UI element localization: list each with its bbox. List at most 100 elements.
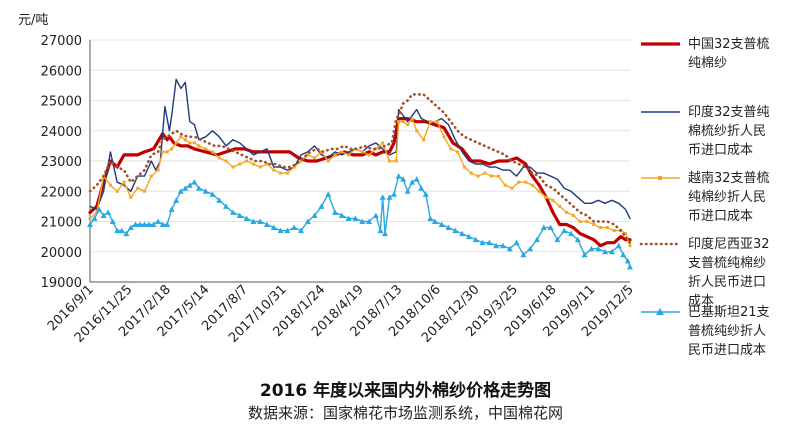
data-point xyxy=(216,197,223,203)
data-point xyxy=(379,194,386,200)
data-point xyxy=(422,138,426,142)
data-point xyxy=(188,141,192,145)
data-point xyxy=(413,176,420,182)
y-tick-label: 23000 xyxy=(41,155,82,170)
data-point xyxy=(612,229,616,233)
data-point xyxy=(381,141,385,145)
data-point xyxy=(149,174,153,178)
data-point xyxy=(386,194,393,200)
data-point xyxy=(418,185,425,191)
data-point xyxy=(620,251,627,258)
data-point xyxy=(568,230,575,237)
data-point xyxy=(401,120,405,124)
y-tick-label: 27000 xyxy=(41,34,82,49)
data-point xyxy=(122,180,126,184)
data-point xyxy=(285,171,289,175)
data-point xyxy=(192,141,196,145)
data-point xyxy=(127,224,134,231)
data-point xyxy=(499,242,506,249)
data-point xyxy=(250,218,257,224)
data-point xyxy=(540,224,547,231)
data-point xyxy=(174,141,178,145)
data-point xyxy=(243,215,250,221)
data-point xyxy=(136,221,143,228)
data-point xyxy=(291,224,298,231)
data-point xyxy=(605,226,609,230)
data-point xyxy=(277,227,284,234)
y-tick-label: 26000 xyxy=(41,64,82,79)
data-point xyxy=(366,218,373,224)
x-tick-labels: 2016/9/12016/11/252017/2/182017/5/142017… xyxy=(45,282,637,346)
data-point xyxy=(462,165,466,169)
data-point xyxy=(170,147,174,151)
data-point xyxy=(438,221,445,228)
data-point xyxy=(141,221,148,228)
data-point xyxy=(132,221,139,228)
data-point xyxy=(165,150,169,154)
data-point xyxy=(469,171,473,175)
data-point xyxy=(229,209,236,215)
data-point xyxy=(359,218,366,224)
data-point xyxy=(595,245,602,252)
data-point xyxy=(410,117,414,121)
data-point xyxy=(100,212,107,218)
data-point xyxy=(115,189,119,193)
data-point xyxy=(387,159,391,163)
data-point xyxy=(608,248,615,255)
data-point xyxy=(578,220,582,223)
data-point xyxy=(599,226,603,230)
legend-marker xyxy=(658,176,662,180)
data-point xyxy=(360,150,364,154)
legend-label: 印度尼西亚32 支普梳纯棉纱折人民币进口成本 xyxy=(688,236,770,309)
data-point xyxy=(284,227,291,234)
data-point xyxy=(245,159,249,163)
y-tick-label: 19000 xyxy=(41,276,82,291)
data-point xyxy=(209,191,216,197)
data-point xyxy=(372,212,379,218)
chart-title: 2016 年度以来国内外棉纱价格走势图 xyxy=(259,381,552,401)
data-point xyxy=(623,232,627,236)
data-point xyxy=(332,209,339,215)
data-point xyxy=(533,236,540,243)
data-point xyxy=(571,213,575,217)
data-point xyxy=(265,162,269,166)
grid-lines xyxy=(90,39,630,283)
data-point xyxy=(347,153,351,157)
data-point xyxy=(319,150,323,154)
y-tick-label: 25000 xyxy=(41,95,82,110)
data-point xyxy=(493,242,500,249)
data-point xyxy=(627,263,633,270)
data-point xyxy=(211,150,215,154)
data-point xyxy=(340,150,344,154)
data-point xyxy=(114,227,121,234)
data-point xyxy=(223,203,230,209)
data-point xyxy=(108,183,112,187)
data-point xyxy=(91,215,98,221)
data-point xyxy=(258,165,262,169)
data-point xyxy=(558,204,562,208)
data-point xyxy=(585,220,589,223)
data-point xyxy=(465,233,472,240)
data-point xyxy=(427,215,434,221)
data-point xyxy=(506,245,513,252)
data-point xyxy=(624,257,631,264)
data-point xyxy=(431,218,438,224)
data-point xyxy=(472,236,479,243)
data-point xyxy=(628,244,632,248)
data-point xyxy=(442,135,446,139)
data-point xyxy=(326,159,330,163)
data-point xyxy=(422,191,429,197)
data-point xyxy=(456,150,460,154)
data-point xyxy=(145,221,152,228)
y-tick-labels: 19000 20000 21000 22000 23000 24000 25000 26000… xyxy=(41,34,82,291)
y-tick-label: 22000 xyxy=(41,185,82,200)
y-tick-label: 24000 xyxy=(41,125,82,140)
data-point xyxy=(367,153,371,157)
y-tick-label: 21000 xyxy=(41,216,82,231)
data-point xyxy=(391,191,398,197)
data-point xyxy=(105,209,112,215)
data-point xyxy=(395,173,402,179)
data-point xyxy=(537,189,541,193)
